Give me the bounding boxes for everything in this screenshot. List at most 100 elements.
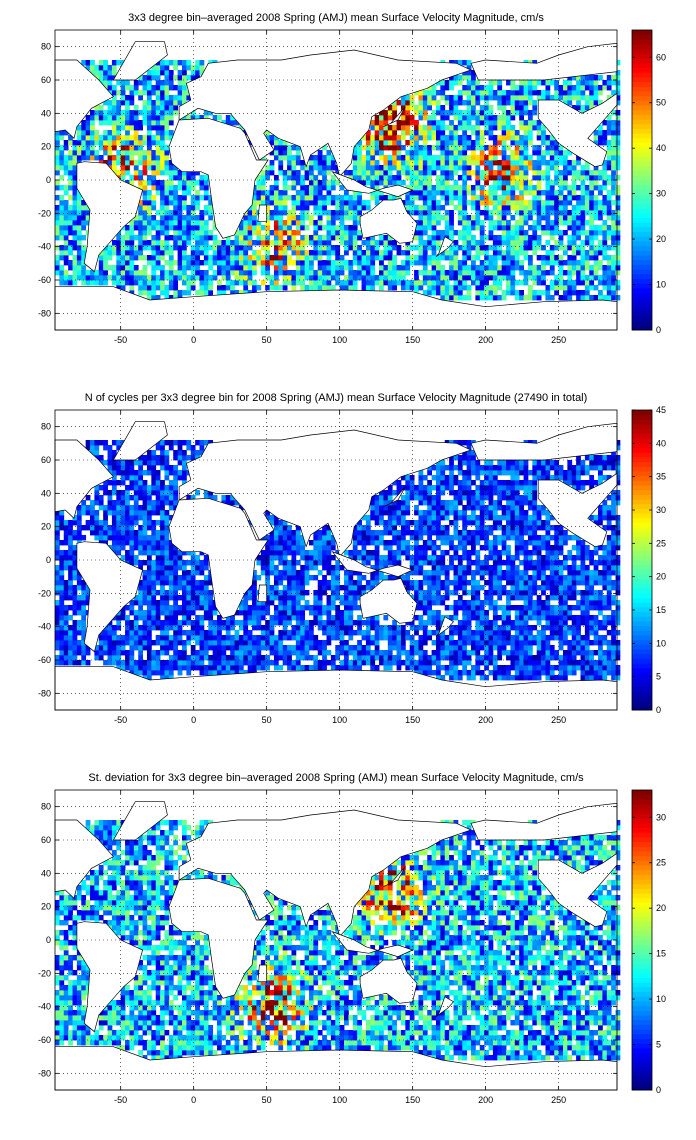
heatmap-cell <box>120 145 126 151</box>
heatmap-cell <box>138 670 143 676</box>
heatmap-cell <box>63 240 69 246</box>
heatmap-cell <box>589 280 595 286</box>
heatmap-cell <box>138 170 143 176</box>
heatmap-cell <box>615 185 621 191</box>
heatmap-cell <box>164 100 170 106</box>
heatmap-cell <box>225 120 231 126</box>
heatmap-cell <box>308 265 314 271</box>
heatmap-cell <box>252 265 257 271</box>
heatmap-cell <box>497 220 503 226</box>
heatmap-cell <box>471 100 476 106</box>
heatmap-cell <box>558 275 564 281</box>
heatmap-cell <box>212 630 218 636</box>
heatmap-cell <box>160 185 165 191</box>
heatmap-cell <box>177 575 183 581</box>
heatmap-cell <box>182 290 187 296</box>
heatmap-cell <box>322 200 327 206</box>
heatmap-cell <box>256 180 262 186</box>
heatmap-cell <box>488 145 494 151</box>
heatmap-cell <box>195 490 200 496</box>
heatmap-cell <box>273 265 279 271</box>
heatmap-cell <box>475 135 481 141</box>
heatmap-cell <box>111 125 117 131</box>
heatmap-cell <box>142 455 148 461</box>
heatmap-cell <box>85 505 91 511</box>
heatmap-cell <box>208 200 214 206</box>
heatmap-cell <box>59 515 65 521</box>
heatmap-cell <box>133 470 139 476</box>
heatmap-cell <box>138 545 143 551</box>
heatmap-cell <box>444 145 450 151</box>
heatmap-cell <box>129 610 135 616</box>
heatmap-cell <box>580 230 586 236</box>
heatmap-cell <box>129 100 135 106</box>
heatmap-cell <box>146 165 152 171</box>
colorbar-tick-label: 60 <box>656 52 666 62</box>
heatmap-cell <box>361 180 367 186</box>
heatmap-cell <box>146 140 152 146</box>
heatmap-cell <box>440 125 446 131</box>
heatmap-cell <box>471 220 476 226</box>
heatmap-cell <box>479 160 485 166</box>
heatmap-cell <box>457 205 463 211</box>
heatmap-cell <box>160 255 165 261</box>
heatmap-cell <box>291 275 297 281</box>
heatmap-cell <box>133 475 139 481</box>
heatmap-cell <box>580 240 586 246</box>
heatmap-cell <box>479 90 485 96</box>
heatmap-cell <box>138 580 143 586</box>
heatmap-cell <box>519 150 524 156</box>
heatmap-cell <box>160 250 165 256</box>
heatmap-cell <box>138 560 143 566</box>
heatmap-cell <box>59 645 65 651</box>
heatmap-cell <box>287 220 292 226</box>
heatmap-cell <box>484 280 489 286</box>
heatmap-cell <box>103 645 108 651</box>
heatmap-cell <box>584 195 590 201</box>
heatmap-cell <box>497 160 503 166</box>
heatmap-cell <box>606 260 612 266</box>
heatmap-cell <box>488 290 494 296</box>
heatmap-cell <box>545 185 551 191</box>
heatmap-cell <box>129 625 135 631</box>
heatmap-cell <box>466 215 472 221</box>
heatmap-cell <box>151 670 157 676</box>
heatmap-cell <box>422 105 428 111</box>
heatmap-cell <box>317 255 323 261</box>
heatmap-cell <box>466 135 472 141</box>
heatmap-cell <box>151 200 157 206</box>
heatmap-cell <box>173 220 179 226</box>
heatmap-cell <box>129 560 135 566</box>
heatmap-cell <box>523 200 529 206</box>
heatmap-cell <box>278 150 284 156</box>
heatmap-cell <box>203 285 209 291</box>
heatmap-cell <box>497 95 503 101</box>
heatmap-cell <box>190 205 196 211</box>
heatmap-cell <box>536 185 542 191</box>
heatmap-cell <box>435 175 441 181</box>
heatmap-cell <box>514 155 520 161</box>
heatmap-cell <box>138 600 143 606</box>
heatmap-cell <box>519 225 524 231</box>
heatmap-cell <box>146 145 152 151</box>
heatmap-cell <box>571 210 577 216</box>
heatmap-cell <box>370 165 376 171</box>
heatmap-cell <box>444 160 450 166</box>
heatmap-cell <box>400 250 406 256</box>
heatmap-cell <box>164 580 170 586</box>
heatmap-cell <box>488 230 494 236</box>
heatmap-cell <box>523 245 529 251</box>
heatmap-cell <box>55 660 60 666</box>
heatmap-cell <box>138 220 143 226</box>
heatmap-cell <box>545 210 551 216</box>
heatmap-cell <box>151 105 157 111</box>
heatmap-cell <box>523 160 529 166</box>
heatmap-cell <box>545 200 551 206</box>
heatmap-cell <box>190 275 196 281</box>
heatmap-cell <box>278 190 284 196</box>
heatmap-cell <box>414 130 419 136</box>
colorbar-step <box>632 315 652 322</box>
heatmap-cell <box>138 150 143 156</box>
heatmap-cell <box>103 490 108 496</box>
heatmap-cell <box>85 525 91 531</box>
